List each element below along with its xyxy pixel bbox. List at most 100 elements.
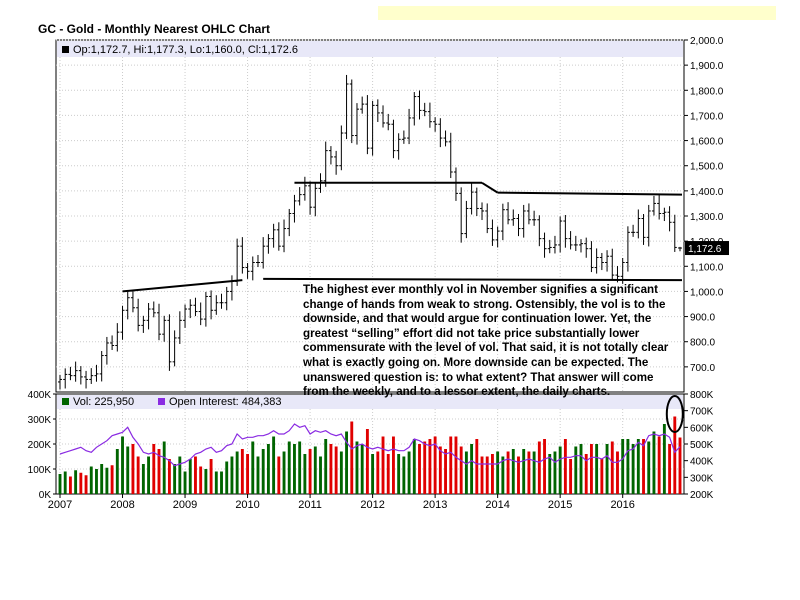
- header-banner: [378, 6, 776, 20]
- volume-bar: [329, 444, 333, 494]
- trend-line: [122, 279, 243, 293]
- volume-bar: [365, 429, 369, 494]
- price-bar: [506, 202, 511, 225]
- trend-line: [481, 181, 499, 194]
- volume-bar: [308, 449, 312, 494]
- volume-bar: [449, 436, 453, 494]
- price-bar: [662, 207, 667, 222]
- price-bar: [271, 223, 276, 248]
- volume-bar: [454, 436, 458, 494]
- volume-bar: [199, 466, 203, 494]
- oi-tick-label: 700K: [690, 407, 714, 418]
- volume-bar: [240, 449, 244, 494]
- volume-bar: [266, 444, 270, 494]
- price-tick-label: 1,900.0: [690, 61, 724, 72]
- price-bar: [453, 167, 458, 201]
- volume-bar: [402, 456, 406, 494]
- volume-bar: [392, 436, 395, 494]
- last-price-label: 1,172.6: [688, 244, 722, 255]
- trend-line: [263, 277, 683, 282]
- volume-bar: [480, 456, 484, 494]
- price-bar: [396, 133, 401, 160]
- oi-tick-label: 500K: [690, 440, 714, 451]
- price-bar: [433, 117, 438, 132]
- volume-bar: [553, 451, 557, 494]
- volume-bar: [631, 444, 635, 494]
- price-tick-label: 1,300.0: [690, 212, 724, 223]
- price-bar: [657, 194, 662, 220]
- price-bar: [146, 302, 151, 330]
- price-bar: [547, 239, 552, 254]
- volume-bar: [256, 456, 260, 494]
- oi-tick-label: 800K: [690, 390, 714, 401]
- volume-tick-label: 100K: [28, 465, 52, 476]
- price-bar: [63, 368, 68, 389]
- volume-bar: [110, 465, 114, 494]
- volume-bar: [532, 451, 536, 494]
- volume-bar: [350, 421, 354, 494]
- open-interest-line: [59, 423, 681, 467]
- price-bar: [167, 314, 172, 371]
- volume-bar: [319, 456, 322, 494]
- price-bar: [552, 235, 557, 254]
- volume-bar: [626, 439, 630, 494]
- price-bar: [110, 335, 115, 351]
- last-price-box: [685, 241, 729, 256]
- price-bar: [584, 237, 589, 258]
- price-bar: [172, 330, 177, 367]
- price-bar: [151, 301, 156, 318]
- volume-bar: [209, 459, 213, 494]
- volume-bar: [470, 444, 474, 494]
- price-bar: [459, 187, 464, 243]
- price-bar: [334, 150, 339, 175]
- price-tick-label: 700.0: [690, 363, 715, 374]
- volume-bar: [105, 467, 109, 494]
- volume-highlight-ellipse: [665, 395, 684, 433]
- volume-bar: [569, 459, 573, 494]
- volume-bar: [579, 444, 583, 494]
- volume-bar: [324, 439, 328, 494]
- price-legend-bg: [57, 41, 683, 57]
- price-bar: [349, 79, 354, 144]
- volume-bar: [162, 441, 166, 494]
- price-tick-label: 1,600.0: [690, 137, 724, 148]
- price-bar: [365, 95, 370, 155]
- price-tick-label: 1,500.0: [690, 162, 724, 173]
- volume-bar: [115, 449, 119, 494]
- volume-bar: [121, 436, 124, 494]
- volume-bar: [68, 476, 72, 494]
- price-bar: [141, 315, 146, 333]
- price-bar: [641, 213, 646, 245]
- volume-bar: [642, 439, 645, 494]
- volume-bar: [298, 441, 302, 494]
- price-bar: [73, 361, 78, 382]
- volume-bar: [475, 439, 479, 494]
- price-bar: [495, 226, 500, 248]
- volume-bar: [136, 456, 140, 494]
- volume-legend-text: Vol: 225,950: [73, 396, 135, 408]
- volume-bar: [188, 459, 192, 494]
- volume-bar: [428, 439, 432, 494]
- volume-bar: [204, 469, 208, 494]
- volume-legend: Vol: 225,950: [62, 396, 134, 408]
- price-bar: [240, 237, 245, 274]
- volume-bar: [293, 444, 296, 494]
- volume-bar: [397, 454, 401, 494]
- volume-bar: [589, 444, 593, 494]
- volume-bar: [563, 439, 567, 494]
- volume-bar: [63, 471, 67, 494]
- volume-bar: [647, 441, 651, 494]
- price-bar: [579, 239, 584, 253]
- price-bar: [511, 209, 516, 226]
- price-bar: [631, 224, 636, 237]
- price-tick-label: 1,400.0: [690, 187, 724, 198]
- volume-bar: [355, 441, 359, 494]
- volume-bar: [485, 456, 489, 494]
- volume-bar: [412, 439, 416, 494]
- volume-bar: [272, 436, 276, 494]
- price-bar: [610, 248, 615, 280]
- oi-legend: Open Interest: 484,383: [158, 396, 282, 408]
- price-bar: [438, 118, 443, 148]
- volume-bar: [459, 446, 463, 494]
